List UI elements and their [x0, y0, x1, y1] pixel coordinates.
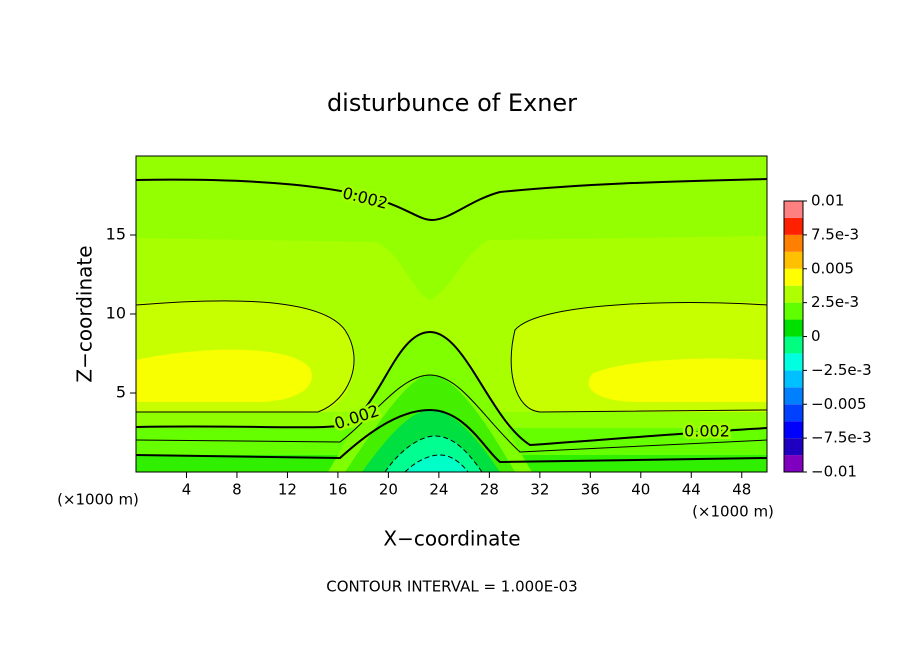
- x-tick-label: 12: [278, 481, 297, 499]
- colorbar-bin: [784, 234, 803, 252]
- colorbar-label: −7.5e-3: [811, 429, 872, 447]
- x-axis-label: X−coordinate: [383, 527, 520, 551]
- x-tick-label: 20: [379, 481, 398, 499]
- colorbar-bin: [784, 268, 803, 286]
- colorbar-label: −0.01: [811, 463, 857, 481]
- chart-title: disturbunce of Exner: [327, 89, 577, 117]
- contour-line: [135, 408, 768, 464]
- contour-line: [135, 300, 355, 413]
- x-tick-label: 8: [232, 481, 242, 499]
- field-band: [136, 349, 312, 402]
- x-tick-label: 48: [732, 481, 751, 499]
- y-tick-label: 5: [116, 383, 126, 402]
- contour-line: [135, 374, 768, 453]
- colorbar-bin: [784, 387, 803, 405]
- contour-line: [136, 409, 768, 413]
- colorbar-bin: [784, 404, 803, 422]
- contour-label: 0.002: [684, 422, 730, 441]
- contour-line: [510, 302, 768, 413]
- colorbar-bin: [784, 217, 803, 235]
- colorbar-bin: [784, 421, 803, 439]
- y-tick-label: 10: [106, 304, 126, 323]
- x-unit-label: (×1000 m): [57, 491, 139, 509]
- colorbar-label: 0.005: [811, 259, 854, 277]
- colorbar-label: −2.5e-3: [811, 361, 872, 379]
- contour-line: [384, 435, 483, 473]
- field-band: [405, 455, 468, 472]
- x-tick-label: 32: [530, 481, 549, 499]
- contour-line: [135, 330, 768, 447]
- colorbar-bin: [784, 438, 803, 456]
- colorbar-bin: [784, 353, 803, 371]
- colorbar-label: 2.5e-3: [811, 293, 859, 311]
- colorbar-bin: [784, 251, 803, 269]
- x-tick-label: 40: [631, 481, 650, 499]
- x-tick-label: 4: [182, 481, 192, 499]
- colorbar-label: 0: [811, 327, 821, 345]
- colorbar-bin: [784, 285, 803, 303]
- colorbar-bin: [784, 302, 803, 320]
- colorbar-bin: [784, 455, 803, 472]
- colorbar-label: 7.5e-3: [811, 225, 859, 243]
- contour-field: [136, 156, 767, 472]
- colorbar-label: −0.005: [811, 395, 867, 413]
- x-tick-label: 36: [581, 481, 600, 499]
- colorbar-bin: [784, 201, 803, 218]
- x-tick-label: 44: [682, 481, 701, 499]
- y-axis-label: Z−coordinate: [73, 245, 97, 382]
- x-unit-label: (×1000 m): [692, 503, 774, 521]
- colorbar-bin: [784, 319, 803, 337]
- colorbar-bin: [784, 336, 803, 354]
- y-tick-label: 15: [106, 225, 126, 244]
- footer-note: CONTOUR INTERVAL = 1.000E-03: [326, 578, 577, 596]
- contour-line: [135, 178, 768, 222]
- field-band: [588, 358, 767, 402]
- x-tick-label: 28: [480, 481, 499, 499]
- contour-line: [404, 454, 469, 473]
- x-tick-label: 24: [429, 481, 448, 499]
- colorbar-bin: [784, 370, 803, 388]
- x-tick-label: 16: [328, 481, 347, 499]
- colorbar-label: 0.01: [811, 192, 844, 210]
- contour-lines: [135, 178, 768, 473]
